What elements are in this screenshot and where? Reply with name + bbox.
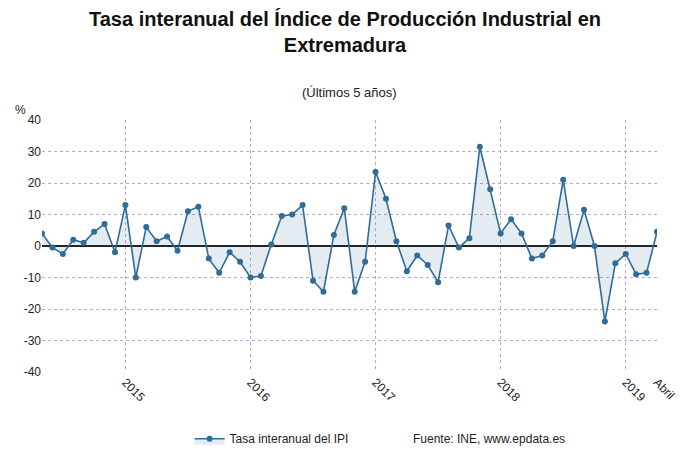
- svg-text:2019: 2019: [619, 375, 648, 404]
- svg-text:Tasa interanual del IPI: Tasa interanual del IPI: [230, 432, 349, 446]
- svg-text:10: 10: [28, 208, 42, 222]
- svg-text:2018: 2018: [494, 375, 523, 404]
- svg-text:40: 40: [28, 113, 42, 127]
- svg-text:Fuente: INE, www.epdata.es: Fuente: INE, www.epdata.es: [413, 432, 565, 446]
- svg-text:2016: 2016: [244, 375, 273, 404]
- svg-text:(Últimos 5 años): (Últimos 5 años): [302, 85, 397, 100]
- svg-text:20: 20: [28, 176, 42, 190]
- svg-text:2015: 2015: [119, 375, 148, 404]
- svg-text:Tasa interanual del Índice de: Tasa interanual del Índice de Producción…: [89, 8, 601, 56]
- svg-text:-20: -20: [24, 302, 42, 316]
- svg-text:Abril: Abril: [651, 375, 678, 402]
- svg-text:30: 30: [28, 145, 42, 159]
- svg-text:2017: 2017: [369, 375, 398, 404]
- svg-text:-10: -10: [24, 271, 42, 285]
- svg-text:-30: -30: [24, 334, 42, 348]
- svg-text:0: 0: [34, 239, 41, 253]
- svg-text:-40: -40: [24, 365, 42, 379]
- svg-text:%: %: [15, 103, 26, 117]
